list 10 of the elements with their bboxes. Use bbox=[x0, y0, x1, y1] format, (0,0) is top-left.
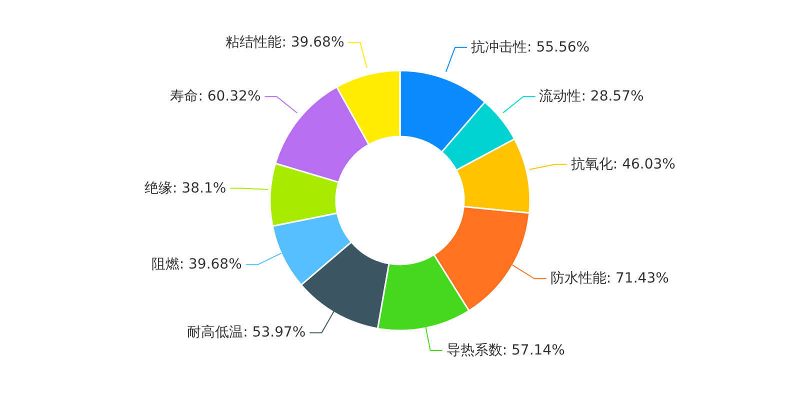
slice-label: 耐高低温: 53.97% bbox=[187, 324, 306, 341]
slice-label: 导热系数: 57.14% bbox=[446, 342, 565, 359]
slice-label: 粘结性能: 39.68% bbox=[226, 34, 344, 51]
slice-label: 寿命: 60.32% bbox=[170, 88, 261, 105]
slice-label: 抗冲击性: 55.56% bbox=[471, 39, 590, 56]
slice-label: 抗氧化: 46.03% bbox=[570, 156, 676, 172]
slice-label: 阻燃: 39.68% bbox=[151, 256, 242, 273]
slice-label: 防水性能: 71.43% bbox=[550, 270, 669, 287]
slice-label: 绝缘: 38.1% bbox=[144, 180, 226, 196]
slice-label: 流动性: 28.57% bbox=[539, 88, 644, 105]
